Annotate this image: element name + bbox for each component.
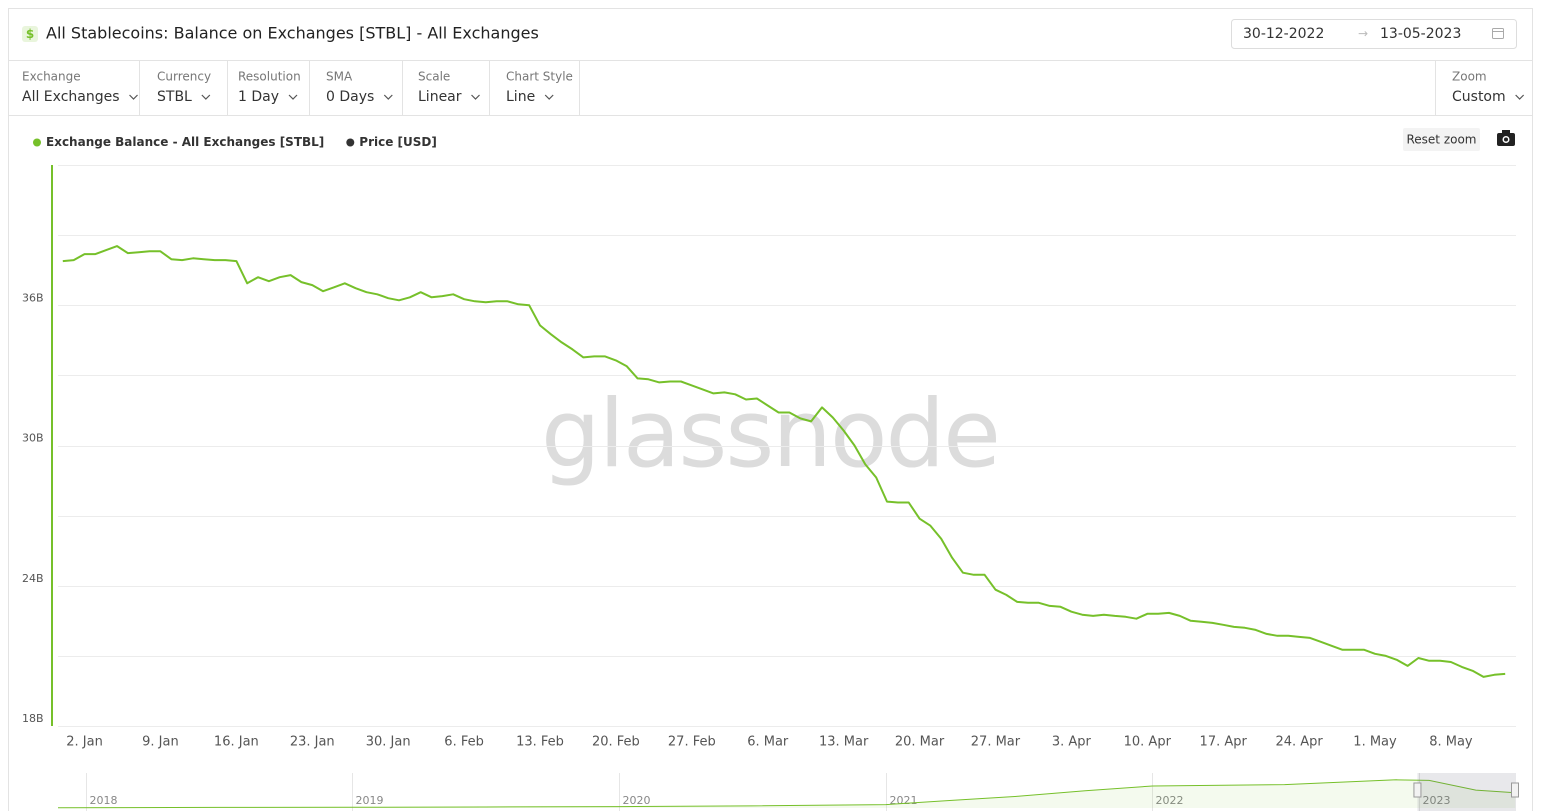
- chevron: [1515, 94, 1525, 100]
- x-tick-label: 23. Jan: [290, 735, 335, 750]
- calendar-icon: [1492, 28, 1504, 39]
- x-tick-label: 24. Apr: [1275, 735, 1323, 750]
- reset-zoom-button[interactable]: [1403, 128, 1480, 151]
- control-label: Scale: [418, 70, 450, 84]
- x-tick-label: 16. Jan: [214, 735, 259, 750]
- navigator-label: 2022: [1156, 794, 1184, 807]
- chevron: [471, 94, 480, 100]
- control-label: Zoom: [1452, 70, 1487, 84]
- control-value[interactable]: 0 Days: [326, 89, 374, 105]
- x-tick-label: 13. Mar: [819, 735, 869, 750]
- control-value[interactable]: STBL: [157, 89, 192, 105]
- navigator-handle[interactable]: [1413, 782, 1422, 798]
- date-picker[interactable]: [1231, 19, 1517, 49]
- camera-icon[interactable]: [1497, 130, 1515, 146]
- navigator-line: [57, 779, 1516, 809]
- x-tick-label: 20. Mar: [895, 735, 945, 750]
- x-tick-label: 8. May: [1429, 735, 1473, 750]
- reset-zoom[interactable]: Reset zoom: [1406, 133, 1476, 147]
- control-value[interactable]: 1 Day: [238, 89, 279, 105]
- y-tick-label: 24B: [22, 572, 44, 585]
- watermark: glassnode: [541, 380, 999, 489]
- series-line: [62, 245, 1506, 678]
- navigator-handle[interactable]: [1511, 782, 1519, 798]
- chevron: [383, 94, 393, 100]
- legend-entry[interactable]: Exchange Balance - All Exchanges [STBL]: [46, 135, 324, 149]
- navigator-area: [58, 779, 1516, 808]
- legend-marker: [346, 138, 355, 147]
- control-label: Currency: [157, 70, 211, 84]
- logo-icon: $: [22, 26, 38, 42]
- x-tick-label: 13. Feb: [516, 735, 564, 750]
- control-label: Exchange: [22, 70, 81, 84]
- navigator-selection[interactable]: [1417, 773, 1516, 811]
- control-label: Chart Style: [506, 70, 573, 84]
- control-value[interactable]: Line: [506, 89, 535, 105]
- navigator-label: 2019: [356, 794, 384, 807]
- control-value[interactable]: Linear: [418, 89, 462, 105]
- navigator-label: 2020: [623, 794, 651, 807]
- x-tick-label: 10. Apr: [1124, 735, 1172, 750]
- navigator[interactable]: [58, 773, 1516, 811]
- svg-text:$: $: [26, 27, 34, 41]
- card: [8, 8, 1533, 811]
- chevron: [544, 94, 554, 100]
- x-tick-label: 9. Jan: [142, 735, 179, 750]
- control-value[interactable]: Custom: [1452, 89, 1506, 105]
- x-tick-label: 27. Mar: [971, 735, 1021, 750]
- y-tick-label: 18B: [22, 712, 44, 725]
- navigator-label: 2023: [1423, 794, 1451, 807]
- navigator-label: 2018: [90, 794, 118, 807]
- x-tick-label: 2. Jan: [66, 735, 103, 750]
- x-tick-label: 1. May: [1353, 735, 1397, 750]
- x-tick-label: 6. Feb: [444, 735, 484, 750]
- chevron: [201, 94, 211, 100]
- chevron: [288, 94, 298, 100]
- chevron: [129, 94, 138, 100]
- x-tick-label: 27. Feb: [668, 735, 716, 750]
- x-tick-label: 20. Feb: [592, 735, 640, 750]
- x-tick-label: 17. Apr: [1200, 735, 1248, 750]
- x-tick-label: 6. Mar: [747, 735, 789, 750]
- control-value[interactable]: All Exchanges: [22, 89, 120, 105]
- x-tick-label: 3. Apr: [1052, 735, 1092, 750]
- arrow: →: [1358, 27, 1368, 41]
- title: All Stablecoins: Balance on Exchanges [S…: [46, 24, 539, 43]
- legend-marker: [33, 138, 41, 147]
- date-from[interactable]: 30-12-2022: [1243, 26, 1324, 42]
- y-tick-label: 36B: [22, 291, 44, 304]
- control-label: Resolution: [238, 70, 301, 84]
- legend-entry[interactable]: Price [USD]: [359, 135, 437, 149]
- x-tick-label: 30. Jan: [366, 735, 411, 750]
- date-to[interactable]: 13-05-2023: [1380, 26, 1461, 42]
- y-tick-label: 30B: [22, 432, 44, 445]
- control-label: SMA: [326, 70, 353, 84]
- control-dividers: [139, 60, 1436, 115]
